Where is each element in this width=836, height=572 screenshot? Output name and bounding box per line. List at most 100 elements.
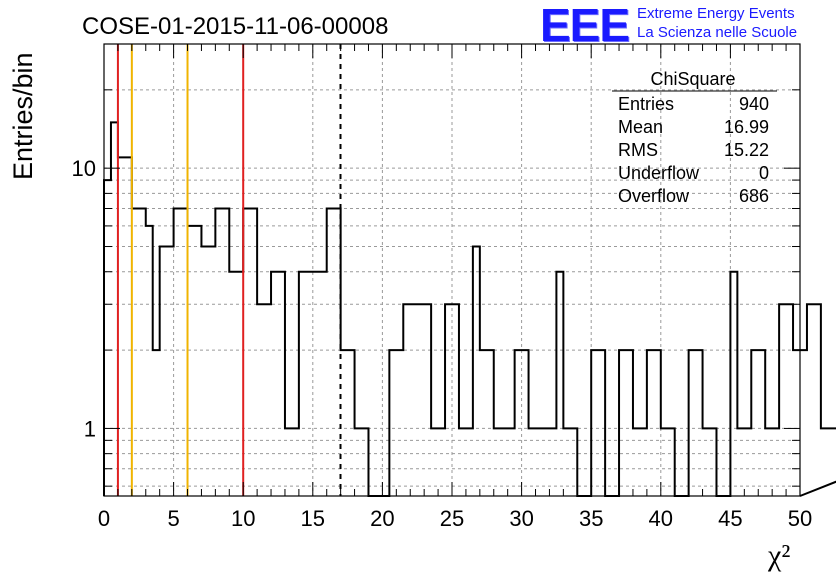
eee-logo-line2: La Scienza nelle Scuole: [637, 24, 798, 41]
histogram-bin: [542, 428, 549, 496]
histogram-bin: [215, 208, 222, 496]
histogram-bin: [153, 350, 160, 496]
histogram-bin: [626, 350, 633, 496]
histogram-bin: [243, 208, 250, 496]
histogram-bin: [480, 350, 487, 496]
histogram-bin: [536, 428, 543, 496]
x-tick-label: 30: [509, 506, 533, 531]
histogram-bin: [529, 428, 536, 496]
histogram-bin: [104, 180, 111, 496]
histogram-bin: [417, 304, 424, 496]
x-tick-label: 40: [649, 506, 673, 531]
histogram-bin: [668, 428, 675, 496]
x-tick-label: 15: [301, 506, 325, 531]
histogram-bin: [320, 272, 327, 496]
histogram-bin: [306, 272, 313, 496]
histogram-bin: [327, 208, 334, 496]
histogram-bin: [452, 304, 459, 496]
histogram-bin: [793, 350, 800, 496]
histogram-bin: [208, 247, 215, 496]
histogram-bin: [132, 208, 139, 496]
x-tick-label: 5: [167, 506, 179, 531]
histogram-bin: [389, 350, 396, 496]
histogram-bin: [821, 428, 828, 496]
histogram-bin: [779, 304, 786, 496]
histogram-bin: [654, 350, 661, 496]
stats-label-overflow: Overflow: [618, 186, 690, 206]
histogram-bin: [758, 350, 765, 496]
histogram-bin: [285, 428, 292, 496]
stats-value-underflow: 0: [759, 163, 769, 183]
histogram-bin: [181, 208, 188, 496]
y-axis-label: Entries/bin: [8, 52, 38, 180]
histogram-bin: [473, 247, 480, 496]
histogram-bin: [299, 272, 306, 496]
histogram-bin: [772, 428, 779, 496]
histogram-bin: [271, 272, 278, 496]
histogram-bin: [640, 428, 647, 496]
stats-label-entries: Entries: [618, 94, 674, 114]
x-tick-label: 35: [579, 506, 603, 531]
histogram-bin: [800, 350, 807, 496]
histogram-bin: [501, 428, 508, 496]
histogram-bin: [292, 428, 299, 496]
histogram-bin: [591, 350, 598, 496]
histogram-bin: [201, 247, 208, 496]
x-tick-label: 45: [718, 506, 742, 531]
histogram-bin: [549, 428, 556, 496]
histogram-bin: [438, 428, 445, 496]
y-tick-label: 10: [72, 156, 96, 181]
histogram-bin: [341, 350, 348, 496]
eee-logo-line1: Extreme Energy Events: [637, 5, 795, 22]
histogram-bin: [348, 350, 355, 496]
histogram-bin: [403, 304, 410, 496]
histogram-bin: [661, 428, 668, 496]
histogram-bin: [786, 304, 793, 496]
histogram-bin: [188, 226, 195, 496]
histogram-bin: [410, 304, 417, 496]
stats-label-rms: RMS: [618, 140, 658, 160]
histogram-bin: [737, 428, 744, 496]
histogram-bin: [828, 428, 835, 496]
x-axis-label: χ²: [767, 539, 790, 572]
chart-title: COSE-01-2015-11-06-00008: [82, 13, 388, 40]
histogram-bin: [598, 350, 605, 496]
stats-value-entries: 940: [739, 94, 769, 114]
histogram-bin: [556, 272, 563, 496]
histogram-bin: [807, 304, 814, 496]
histogram-bin: [487, 350, 494, 496]
eee-logo: EEE: [540, 0, 630, 51]
histogram-bin: [703, 428, 710, 496]
histogram-bin: [250, 208, 257, 496]
histogram-bin: [264, 304, 271, 496]
histogram-bin: [118, 157, 125, 496]
histogram-outline: [103, 121, 836, 497]
histogram-bin: [362, 428, 369, 496]
histogram-bin: [431, 428, 438, 496]
histogram-bin: [229, 272, 236, 496]
x-tick-label: 25: [440, 506, 464, 531]
stats-box: ChiSquare Entries 940 Mean 16.99 RMS 15.…: [612, 69, 777, 206]
histogram-bin: [222, 208, 229, 496]
histogram-bin: [508, 428, 515, 496]
histogram-bin: [167, 247, 174, 496]
histogram-bin: [236, 272, 243, 496]
x-tick-label: 0: [98, 506, 110, 531]
ticks-layer: 0 5 10 15 20 25 30 35 40 45 50 1 10: [72, 44, 812, 531]
histogram-bin: [424, 304, 431, 496]
histogram-bin: [619, 350, 626, 496]
histogram-bin: [563, 428, 570, 496]
histogram-bin: [459, 428, 466, 496]
stats-value-overflow: 686: [739, 186, 769, 206]
histogram-bin: [146, 226, 153, 496]
histogram-bin: [710, 428, 717, 496]
histogram-bin: [466, 428, 473, 496]
histogram-bin: [689, 350, 696, 496]
histogram-bin: [751, 350, 758, 496]
histogram-bin: [355, 428, 362, 496]
stats-value-mean: 16.99: [724, 117, 769, 137]
histogram-bin: [194, 226, 201, 496]
marker-lines-layer: [116, 44, 342, 496]
stats-label-mean: Mean: [618, 117, 663, 137]
histogram-bin: [494, 428, 501, 496]
